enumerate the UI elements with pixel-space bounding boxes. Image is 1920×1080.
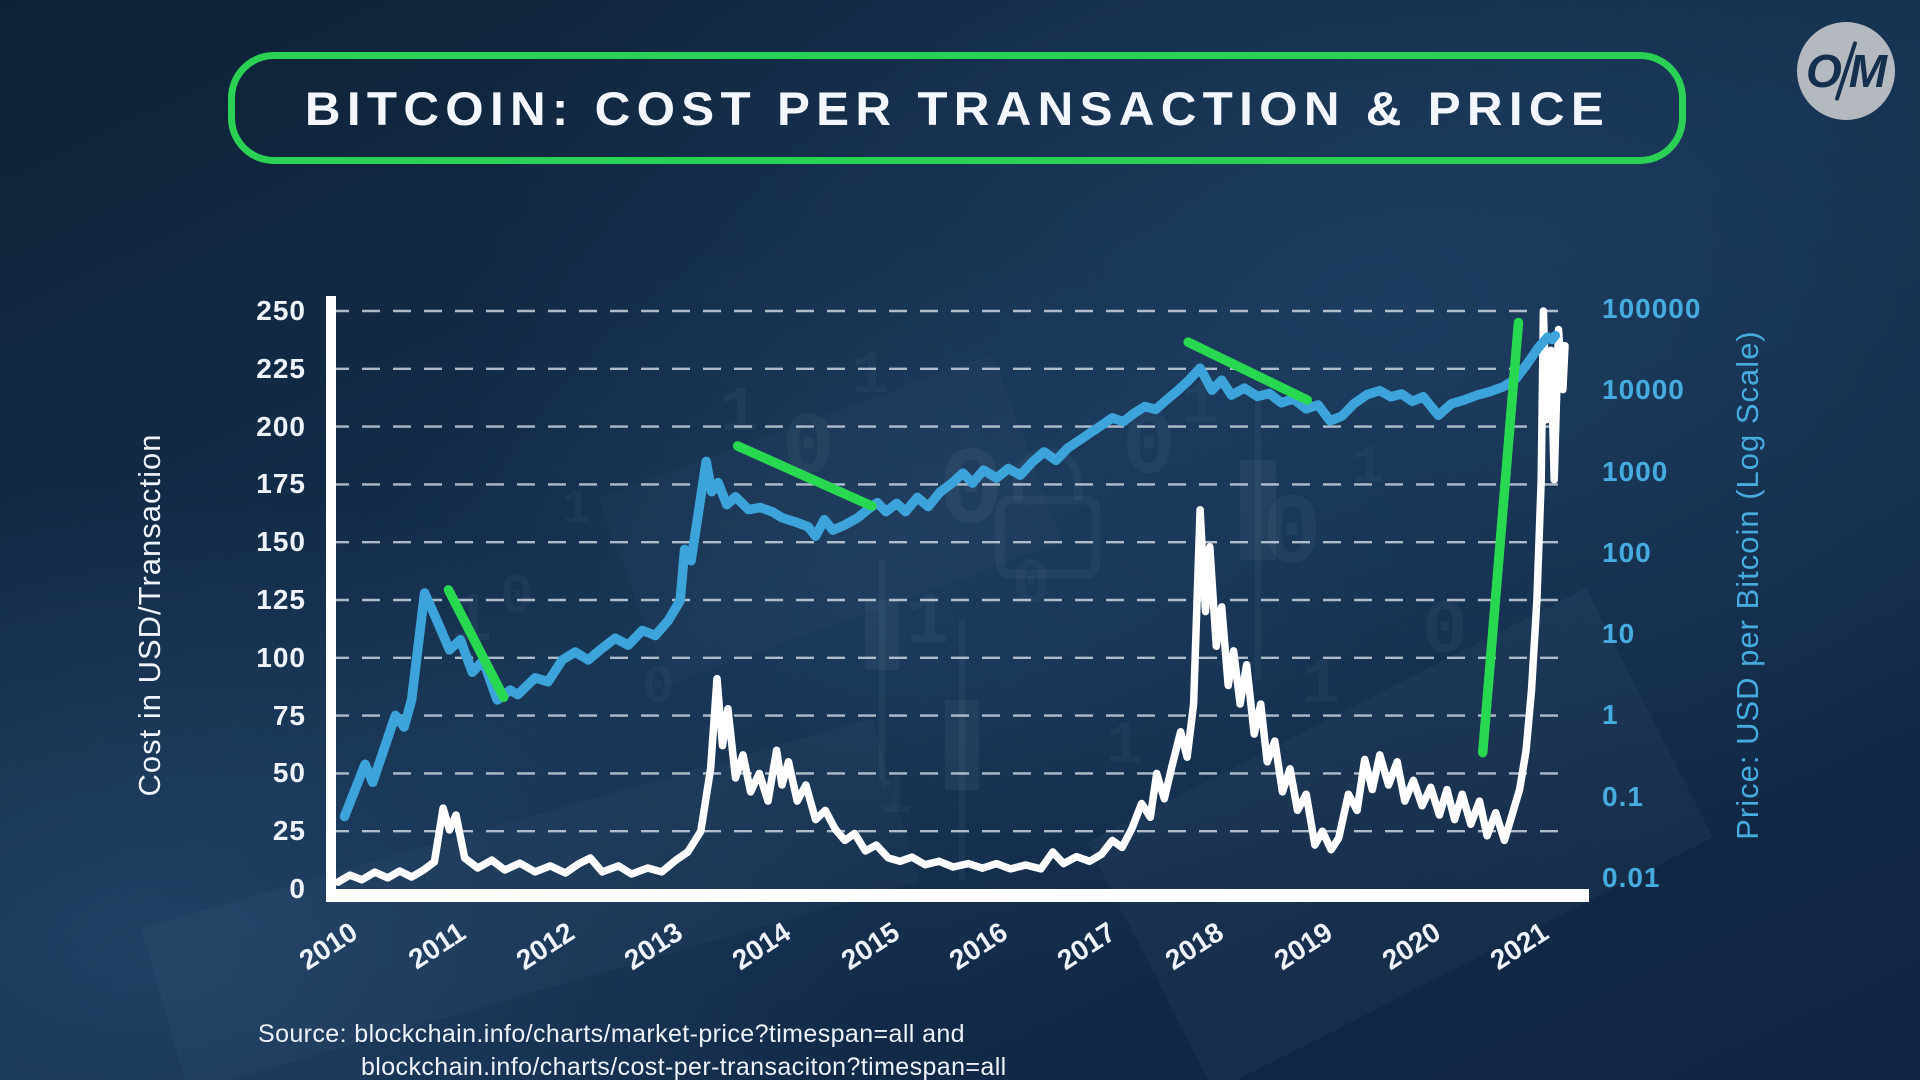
y-tick-left: 0 <box>289 873 306 904</box>
downtrend-2018 <box>1183 337 1313 405</box>
source-line-1: Source: blockchain.info/charts/market-pr… <box>258 1020 965 1048</box>
y-tick-left: 225 <box>256 352 306 384</box>
y-tick-right: 100000 <box>1602 292 1702 324</box>
svg-text:1: 1 <box>1302 650 1340 722</box>
right-axis-title: Price: USD per Bitcoin (Log Scale) <box>1730 330 1765 840</box>
y-tick-right: 100 <box>1602 536 1652 568</box>
om-logo-icon: O M <box>1797 22 1895 120</box>
svg-text:0: 0 <box>1422 589 1468 675</box>
y-tick-right: 1 <box>1602 699 1619 731</box>
svg-text:0: 0 <box>500 565 534 629</box>
svg-text:0: 0 <box>1012 550 1050 622</box>
svg-text:1: 1 <box>1352 438 1384 499</box>
uptrend-2021 <box>1477 317 1524 758</box>
svg-text:0: 0 <box>1262 480 1322 593</box>
cost-line <box>334 307 1569 886</box>
left-axis-title: Cost in USD/Transaction <box>132 433 167 797</box>
y-tick-left: 150 <box>256 526 306 558</box>
price-line <box>339 330 1561 822</box>
y-tick-left: 25 <box>272 815 306 847</box>
source-note: Source: blockchain.info/charts/market-pr… <box>258 1018 1007 1080</box>
svg-text:1: 1 <box>1106 713 1142 781</box>
logo-letter-o: O <box>1805 45 1842 97</box>
downtrend-2011 <box>443 585 509 703</box>
logo-letter-m: M <box>1848 45 1887 97</box>
y-tick-left: 50 <box>272 757 306 789</box>
svg-text:1: 1 <box>852 343 888 411</box>
svg-text:0: 0 <box>938 431 1004 556</box>
y-axis-spine <box>326 296 336 902</box>
y-tick-left: 125 <box>256 584 306 615</box>
svg-text:0: 0 <box>642 658 674 719</box>
svg-text:1: 1 <box>878 765 912 829</box>
y-tick-left: 100 <box>256 641 306 673</box>
title-box: BITCOIN: COST PER TRANSACTION & PRICE <box>228 52 1686 164</box>
y-tick-right: 10 <box>1602 618 1636 650</box>
svg-text:1: 1 <box>720 378 758 450</box>
y-tick-right: 1000 <box>1602 455 1669 487</box>
y-tick-right: 0.1 <box>1602 780 1644 812</box>
x-axis-spine <box>326 889 1589 902</box>
svg-text:1: 1 <box>906 582 949 664</box>
y-tick-left: 75 <box>272 699 306 731</box>
source-line-2: blockchain.info/charts/cost-per-transaci… <box>361 1052 1007 1080</box>
y-tick-left: 175 <box>256 468 306 500</box>
y-tick-right: 0.01 <box>1602 862 1661 893</box>
y-tick-left: 250 <box>256 295 306 326</box>
y-tick-right: 10000 <box>1602 374 1685 406</box>
page-title: BITCOIN: COST PER TRANSACTION & PRICE <box>304 81 1610 135</box>
downtrend-2014 <box>732 441 877 511</box>
y-tick-left: 200 <box>256 410 306 442</box>
